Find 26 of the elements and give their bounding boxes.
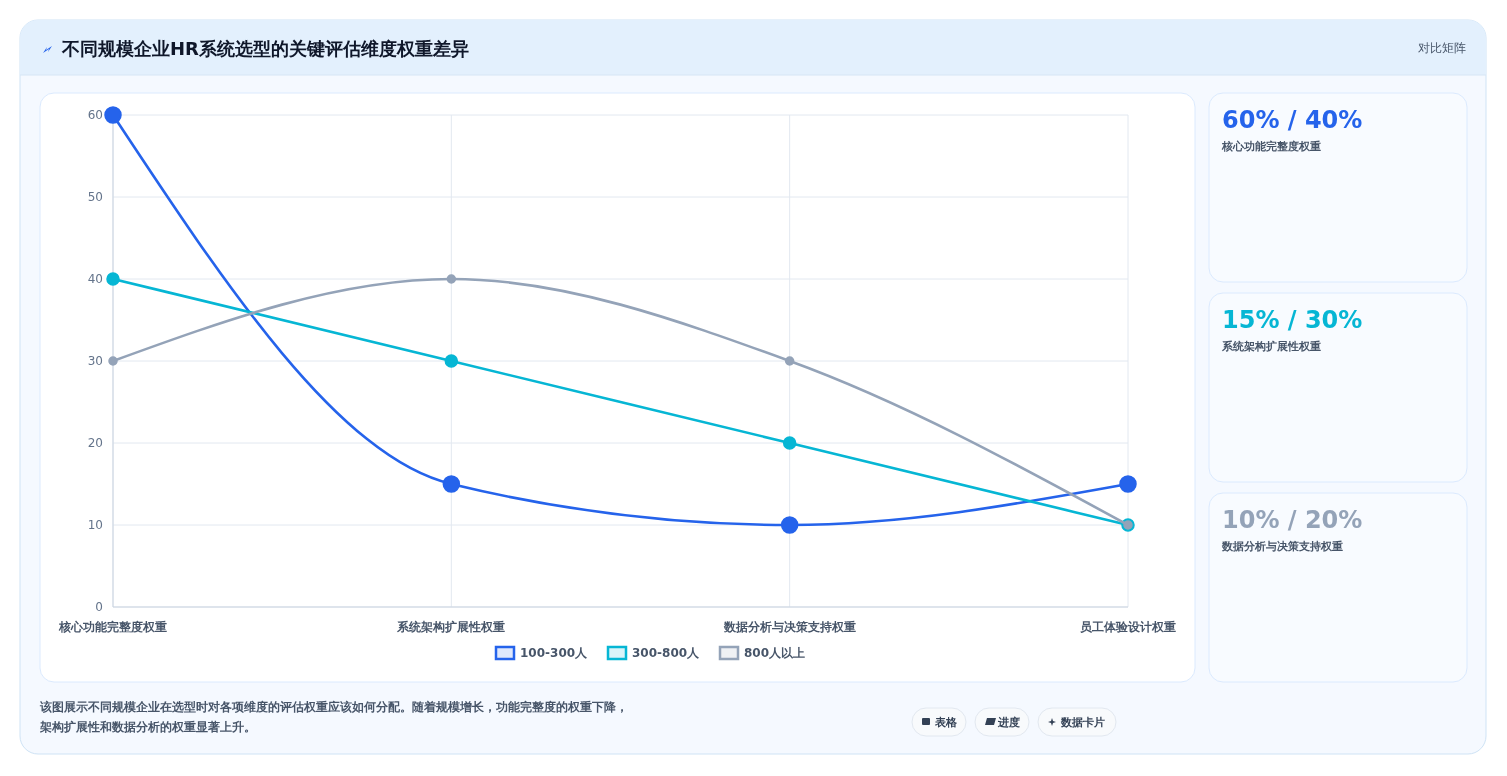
chart-title: 不同规模企业HR系统选型的关键评估维度权重差异 [61, 38, 469, 60]
y-tick-label: 40 [87, 272, 103, 287]
text: 核心功能完整度权重 [1221, 139, 1321, 153]
text: 数据卡片 [1060, 715, 1105, 729]
x-tick-label: 员工体验设计权重 [1080, 620, 1176, 634]
legend-label: 300-800人 [632, 646, 701, 661]
x-tick-label: 系统架构扩展性权重 [396, 620, 506, 634]
text: 15% / 30% [1222, 306, 1363, 335]
y-tick-label: 10 [87, 518, 103, 533]
text: 系统架构扩展性权重 [1221, 339, 1321, 353]
y-tick-label: 20 [87, 436, 103, 451]
text: 表格 [934, 715, 958, 729]
y-tick-label: 60 [87, 108, 103, 123]
x-tick-label: 核心功能完整度权重 [58, 620, 167, 634]
y-tick-label: 50 [87, 190, 103, 205]
text: 该图展示不同规模企业在选型时对各项维度的评估权重应该如何分配。随着规模增长，功能完整度的权重下降，架构扩展性和数据分析的权重显著上升。 [39, 700, 628, 735]
y-tick-label: 30 [87, 354, 103, 369]
legend-label: 800人以上 [744, 646, 806, 661]
text: 数据分析与决策支持权重 [1221, 539, 1343, 553]
text: 进度 [997, 715, 1020, 729]
x-tick-label: 数据分析与决策支持权重 [722, 620, 856, 634]
text: 10% / 20% [1222, 506, 1363, 535]
legend-label: 100-300人 [520, 646, 589, 661]
text: 60% / 40% [1222, 106, 1363, 135]
text: 对比矩阵 [1418, 41, 1466, 56]
y-tick-label: 0 [95, 600, 103, 615]
